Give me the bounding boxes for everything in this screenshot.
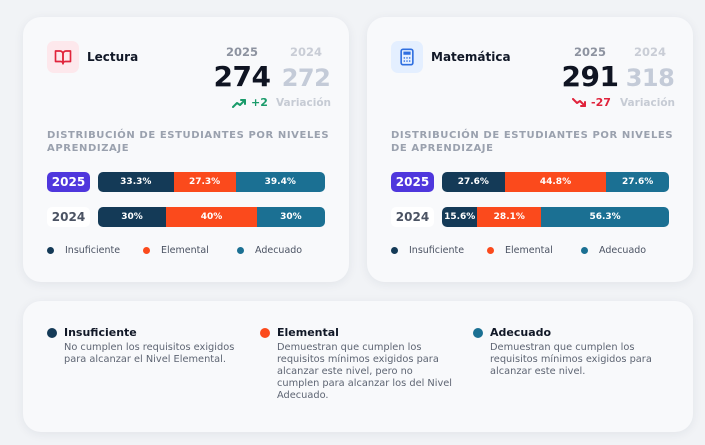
score-previous: 272 <box>281 64 331 92</box>
level-definition-insuficiente: Insuficiente No cumplen los requisitos e… <box>47 326 242 366</box>
segment-insuficiente: 30% <box>98 207 167 227</box>
legend-dot <box>581 247 588 254</box>
delta-value: +2 <box>251 96 268 109</box>
legend-label: Adecuado <box>599 245 647 256</box>
legend-dot <box>391 247 398 254</box>
levels-definition-card: Insuficiente No cumplen los requisitos e… <box>23 301 693 432</box>
segment-adecuado: 39.4% <box>235 172 325 192</box>
row-year-badge: 2025 <box>391 172 434 192</box>
year-current-label: 2025 <box>225 45 258 59</box>
subject-title: Lectura <box>87 50 139 64</box>
matematica-card: Matemática 2025 2024 291 318 -27 Variaci… <box>367 17 693 282</box>
segment-elemental: 44.8% <box>504 172 607 192</box>
score-previous: 318 <box>625 64 675 92</box>
legend-dot <box>487 247 494 254</box>
level-name: Elemental <box>277 326 339 339</box>
level-legend: Insuficiente Elemental Adecuado <box>47 245 337 259</box>
level-definition-elemental: Elemental Demuestran que cumplen los req… <box>260 326 455 402</box>
lectura-card: Lectura 2025 2024 274 272 +2 Variación D… <box>23 17 349 282</box>
legend-dot <box>47 247 54 254</box>
variation-label: Variación <box>276 97 332 109</box>
level-name: Adecuado <box>490 326 552 339</box>
subject-title: Matemática <box>431 50 511 64</box>
distribution-title: DISTRIBUCIÓN DE ESTUDIANTES POR NIVELES … <box>391 130 674 154</box>
trend-down-icon <box>572 97 586 107</box>
segment-adecuado: 27.6% <box>606 172 669 192</box>
level-dot <box>260 327 270 338</box>
level-name: Insuficiente <box>64 326 137 339</box>
legend-dot <box>237 247 244 254</box>
segment-elemental: 28.1% <box>477 207 542 227</box>
legend-adecuado: Adecuado <box>581 245 646 256</box>
segment-insuficiente: 33.3% <box>98 172 174 192</box>
delta-value: -27 <box>591 96 611 109</box>
legend-label: Elemental <box>505 245 553 256</box>
trend-up-icon <box>232 98 246 108</box>
year-previous-label: 2024 <box>633 45 666 59</box>
row-year-badge: 2024 <box>47 207 90 227</box>
legend-label: Insuficiente <box>65 245 121 256</box>
segment-adecuado: 56.3% <box>541 207 669 227</box>
legend-elemental: Elemental <box>487 245 553 256</box>
segment-adecuado: 30% <box>256 207 325 227</box>
legend-insuficiente: Insuficiente <box>391 245 464 256</box>
legend-label: Adecuado <box>255 245 303 256</box>
year-previous-label: 2024 <box>289 45 322 59</box>
segment-elemental: 27.3% <box>173 172 236 192</box>
level-description: No cumplen los requisitos exigidos para … <box>64 342 235 365</box>
legend-insuficiente: Insuficiente <box>47 245 120 256</box>
distribution-bar: 15.6% 28.1% 56.3% <box>442 207 669 227</box>
level-definition-adecuado: Adecuado Demuestran que cumplen los requ… <box>473 326 668 378</box>
delta-indicator: +2 <box>232 96 268 109</box>
legend-adecuado: Adecuado <box>237 245 302 256</box>
book-icon <box>47 41 79 73</box>
year-current-label: 2025 <box>573 45 606 59</box>
segment-insuficiente: 15.6% <box>442 207 478 227</box>
level-dot <box>473 327 483 338</box>
calculator-icon <box>391 41 423 73</box>
segment-elemental: 40% <box>166 207 257 227</box>
row-year-badge: 2025 <box>47 172 90 192</box>
distribution-title: DISTRIBUCIÓN DE ESTUDIANTES POR NIVELES … <box>47 130 330 154</box>
distribution-bar: 33.3% 27.3% 39.4% <box>98 172 325 192</box>
level-dot <box>47 327 57 338</box>
legend-dot <box>143 247 150 254</box>
score-current: 274 <box>213 60 271 93</box>
level-description: Demuestran que cumplen los requisitos mí… <box>490 342 652 377</box>
score-current: 291 <box>561 60 619 93</box>
legend-label: Elemental <box>161 245 209 256</box>
row-year-badge: 2024 <box>391 207 434 227</box>
delta-indicator: -27 <box>572 96 611 109</box>
distribution-bar: 30% 40% 30% <box>98 207 325 227</box>
level-legend: Insuficiente Elemental Adecuado <box>391 245 681 259</box>
variation-label: Variación <box>620 97 676 109</box>
distribution-bar: 27.6% 44.8% 27.6% <box>442 172 669 192</box>
level-description: Demuestran que cumplen los requisitos mí… <box>277 342 453 401</box>
segment-insuficiente: 27.6% <box>442 172 505 192</box>
legend-label: Insuficiente <box>409 245 465 256</box>
legend-elemental: Elemental <box>143 245 209 256</box>
